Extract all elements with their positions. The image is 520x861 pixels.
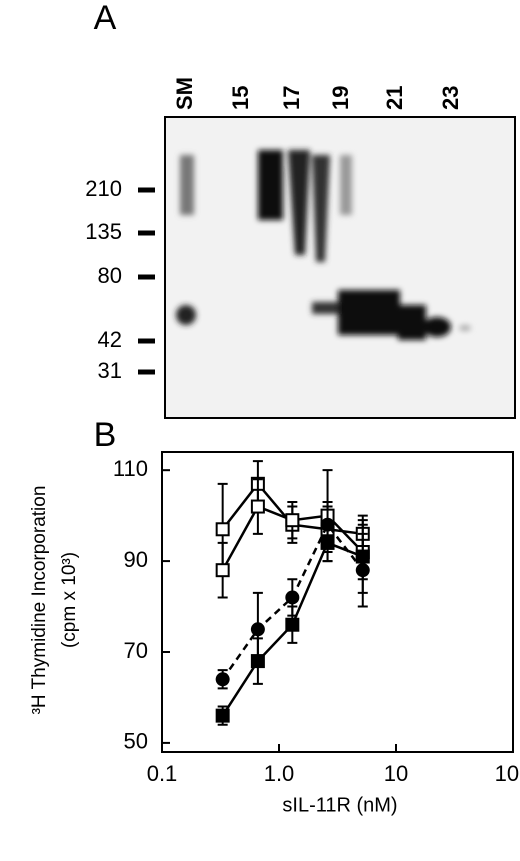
point (285, 590, 300, 605)
point (250, 622, 265, 637)
y-tick-label: 110 (113, 456, 148, 481)
marker-dash (138, 274, 155, 280)
lane-label: 15 (228, 86, 253, 110)
point (320, 517, 335, 532)
y-tick-label: 70 (124, 638, 148, 663)
y-tick-label: 90 (124, 547, 148, 572)
marker-dash (138, 230, 155, 236)
lane-label: 19 (328, 86, 353, 110)
marker-dash (138, 187, 155, 193)
marker-label: 80 (98, 263, 122, 288)
x-tick-label: 100 (495, 761, 520, 786)
y-axis-label: ³H Thymidine Incorporation (29, 486, 50, 715)
lane-label: SM (172, 77, 197, 110)
x-tick-label: 0.1 (147, 761, 178, 786)
point (215, 563, 230, 578)
point (215, 522, 230, 537)
blot-bands (176, 150, 471, 340)
lane-label: 21 (382, 86, 407, 110)
point (250, 499, 265, 514)
marker-dash (138, 338, 155, 344)
marker-label: 42 (98, 327, 122, 352)
point (355, 563, 370, 578)
x-axis-label: sIL-11R (nM) (282, 794, 397, 816)
lane-label: 23 (438, 86, 463, 110)
marker-label: 210 (85, 176, 122, 201)
y-tick-label: 50 (124, 729, 148, 754)
point (215, 672, 230, 687)
marker-dash (138, 369, 155, 375)
panel-label: A (94, 0, 117, 37)
marker-label: 135 (85, 219, 122, 244)
marker-label: 31 (98, 358, 122, 383)
point (215, 708, 230, 723)
plot-frame (161, 451, 514, 753)
panel-label: B (94, 416, 117, 454)
x-tick-label: 1.0 (264, 761, 295, 786)
lane-label: 17 (279, 86, 304, 110)
point (285, 617, 300, 632)
x-tick-label: 10 (384, 761, 408, 786)
y-axis-label: (cpm x 10³) (59, 552, 80, 648)
point (285, 513, 300, 528)
